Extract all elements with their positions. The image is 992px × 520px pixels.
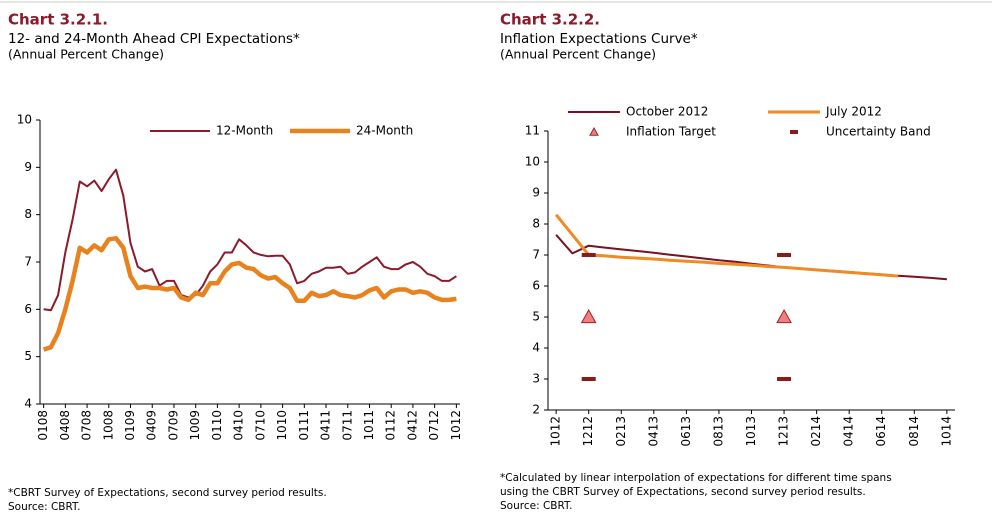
legend-swatch — [589, 126, 599, 136]
x-tick-label: 0614 — [874, 416, 888, 447]
legend-label: Inflation Target — [626, 125, 716, 139]
legend-label: 24-Month — [356, 124, 413, 138]
x-tick-label: 1012 — [449, 410, 463, 441]
footnote: Source: CBRT. — [500, 500, 573, 512]
x-tick-label: 0413 — [646, 416, 660, 447]
chart-unit: (Annual Percent Change) — [8, 47, 164, 62]
y-tick-label: 4 — [24, 397, 32, 411]
band-marker — [581, 377, 596, 381]
x-tick-label: 0111 — [297, 410, 311, 441]
footnote: *CBRT Survey of Expectations, second sur… — [8, 487, 327, 499]
y-tick-label: 2 — [532, 403, 540, 417]
chart-unit: (Annual Percent Change) — [500, 47, 656, 62]
x-tick-label: 0409 — [145, 410, 159, 441]
series-line — [554, 213, 899, 278]
y-tick-label: 9 — [24, 160, 32, 174]
x-tick-label: 0708 — [80, 410, 94, 441]
x-tick-label: 1212 — [581, 416, 595, 447]
x-tick-label: 0814 — [907, 416, 921, 447]
band-marker — [777, 253, 792, 257]
legend-label: 12-Month — [216, 124, 273, 138]
x-tick-label: 0112 — [384, 410, 398, 441]
y-tick-label: 4 — [532, 341, 540, 355]
x-tick-label: 1013 — [744, 416, 758, 447]
x-tick-label: 0410 — [232, 410, 246, 441]
x-tick-label: 0712 — [427, 410, 441, 441]
y-tick-label: 10 — [525, 155, 540, 169]
x-tick-label: 0213 — [614, 416, 628, 447]
x-tick-label: 1213 — [777, 416, 791, 447]
chart-subtitle: Inflation Expectations Curve* — [500, 31, 698, 47]
x-tick-label: 1012 — [549, 416, 563, 447]
legend-label: Uncertainty Band — [826, 125, 931, 139]
x-tick-label: 1009 — [188, 410, 202, 441]
x-tick-label: 0613 — [679, 416, 693, 447]
legend-label: October 2012 — [626, 105, 708, 119]
footnote: *Calculated by linear interpolation of e… — [500, 472, 892, 484]
legend-swatch — [790, 130, 798, 134]
x-tick-label: 0408 — [58, 410, 72, 441]
chart-subtitle: 12- and 24-Month Ahead CPI Expectations* — [8, 31, 300, 47]
y-tick-label: 8 — [24, 207, 32, 221]
x-tick-label: 0813 — [711, 416, 725, 447]
target-marker — [580, 308, 597, 324]
x-tick-label: 0110 — [210, 410, 224, 441]
x-tick-label: 0711 — [340, 410, 354, 441]
y-tick-label: 6 — [532, 279, 540, 293]
x-tick-label: 1011 — [362, 410, 376, 441]
x-tick-label: 0710 — [253, 410, 267, 441]
legend-label: July 2012 — [825, 105, 882, 119]
x-tick-label: 0214 — [809, 416, 823, 447]
band-marker — [581, 253, 596, 257]
x-tick-label: 0411 — [319, 410, 333, 441]
x-tick-label: 0414 — [842, 416, 856, 447]
x-tick-label: 1014 — [939, 416, 953, 447]
x-tick-label: 0108 — [36, 410, 50, 441]
series-line — [42, 236, 457, 352]
series-line — [43, 168, 457, 312]
y-tick-label: 10 — [17, 113, 32, 127]
target-marker — [776, 308, 792, 324]
y-tick-label: 6 — [24, 302, 32, 316]
footnote: Source: CBRT. — [8, 501, 81, 513]
y-tick-label: 8 — [532, 217, 540, 231]
chart-title: Chart 3.2.1. — [8, 11, 108, 29]
y-tick-label: 3 — [532, 372, 540, 386]
y-tick-label: 5 — [24, 349, 32, 363]
x-tick-label: 0412 — [405, 410, 419, 441]
band-marker — [777, 377, 792, 381]
x-tick-label: 0109 — [123, 410, 137, 441]
chart-title: Chart 3.2.2. — [500, 11, 600, 29]
x-tick-label: 1010 — [275, 410, 289, 441]
y-tick-label: 5 — [532, 310, 540, 324]
y-tick-label: 11 — [525, 124, 540, 138]
y-tick-label: 7 — [24, 255, 32, 269]
x-tick-label: 1008 — [101, 410, 115, 441]
y-tick-label: 9 — [532, 186, 540, 200]
y-tick-label: 7 — [532, 248, 540, 262]
footnote: using the CBRT Survey of Expectations, s… — [500, 486, 866, 498]
x-tick-label: 0709 — [166, 410, 180, 441]
